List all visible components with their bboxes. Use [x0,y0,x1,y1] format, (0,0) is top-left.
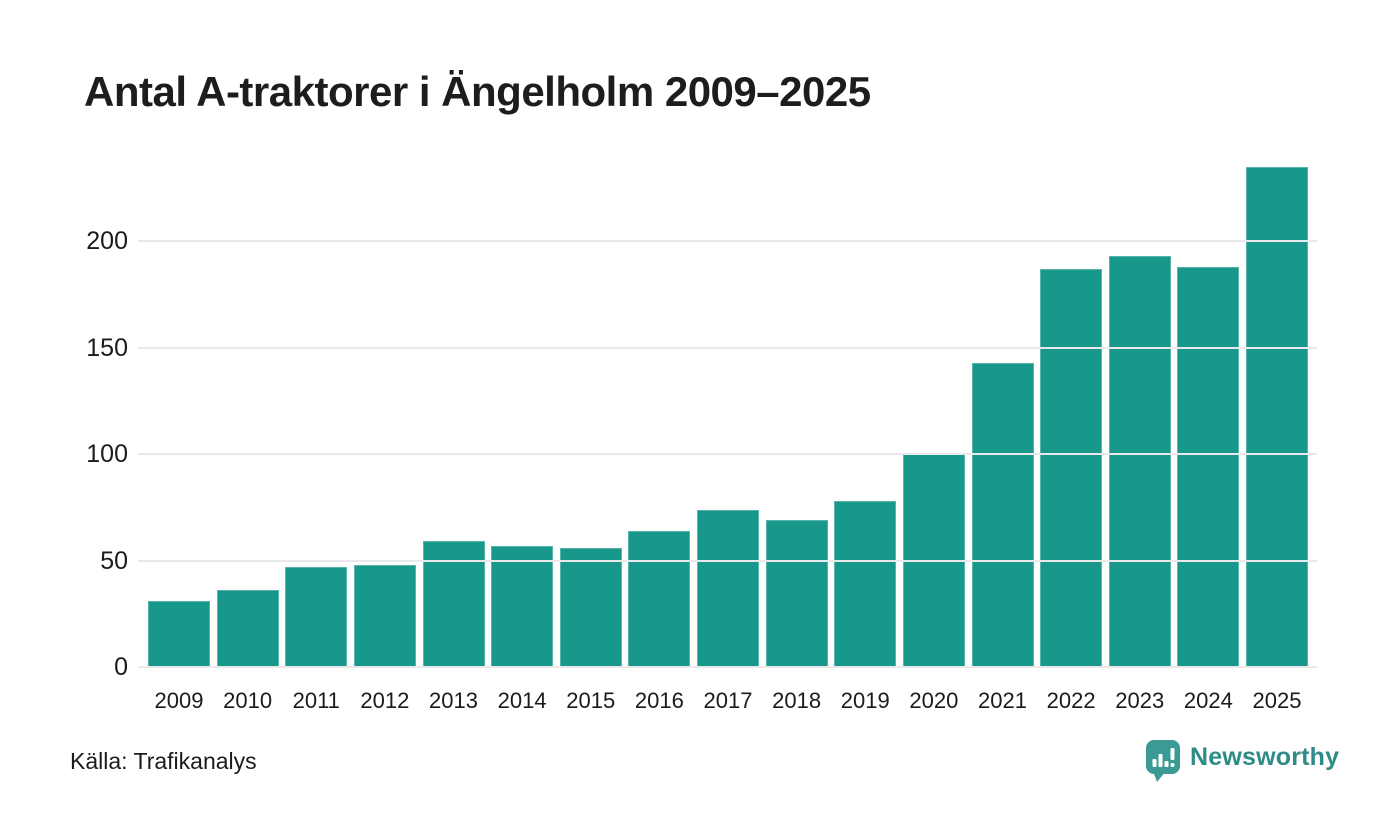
x-tick-label-2023: 2023 [1115,688,1165,713]
bar-2011 [285,567,348,667]
bar-column-2011: 2011 [285,150,348,712]
bar-column-2022: 2022 [1040,150,1103,712]
x-tick-label-2012: 2012 [360,688,410,713]
bar-column-2017: 2017 [697,150,759,712]
gridline-50 [138,559,1317,562]
bars-container: 2009 2010 2011 2012 2013 2014 2015 2016 2017 2018… [148,150,1308,712]
bar-2013 [422,541,485,667]
bar-2022 [1040,269,1103,667]
gridline-0 [138,666,1317,668]
y-tick-label-0: 0 [114,653,128,681]
x-tick-label-2010: 2010 [223,688,273,713]
bar-2014 [491,545,554,667]
bar-column-2015: 2015 [559,150,622,712]
bar-column-2023: 2023 [1108,150,1171,712]
bar-2023 [1108,256,1171,667]
plot-area: 2009 2010 2011 2012 2013 2014 2015 2016 2017 2018… [86,150,1317,712]
gridline-200 [138,240,1317,243]
x-tick-label-2021: 2021 [978,688,1027,713]
bar-column-2012: 2012 [353,150,416,712]
bar-2015 [559,547,622,667]
x-tick-label-2025: 2025 [1252,688,1302,713]
newsworthy-icon [1146,740,1180,783]
source-note: Källa: Trafikanalys [70,748,257,774]
bar-2010 [216,590,279,667]
bar-2025 [1246,167,1308,667]
bar-column-2016: 2016 [628,150,691,712]
bar-column-2013: 2013 [422,150,485,712]
bar-column-2021: 2021 [971,150,1034,712]
bar-column-2025: 2025 [1246,150,1308,712]
x-tick-label-2020: 2020 [909,688,959,713]
x-tick-label-2013: 2013 [429,688,478,713]
bar-2016 [628,530,691,667]
y-tick-label-50: 50 [100,546,128,575]
newsworthy-logo: Newsworthy [1146,740,1339,783]
x-tick-label-2009: 2009 [154,688,204,713]
bar-2024 [1177,267,1240,667]
x-tick-label-2015: 2015 [566,688,616,713]
x-tick-label-2016: 2016 [634,688,684,713]
x-tick-label-2018: 2018 [772,688,822,713]
y-tick-label-100: 100 [86,440,128,469]
x-tick-label-2019: 2019 [840,688,890,713]
gridline-150 [138,346,1317,349]
gridline-100 [138,453,1317,456]
chart-title: Antal A-traktorer i Ängelholm 2009–2025 [84,68,871,115]
bar-2017 [697,509,759,667]
bar-2018 [765,520,828,667]
bar-2019 [834,501,897,667]
bar-column-2024: 2024 [1177,150,1240,712]
x-tick-label-2017: 2017 [703,688,753,713]
bar-column-2020: 2020 [902,150,965,712]
bar-column-2014: 2014 [491,150,554,712]
bar-2009 [148,601,210,667]
bar-column-2010: 2010 [216,150,279,712]
bar-column-2009: 2009 [148,150,210,712]
bar-column-2019: 2019 [834,150,897,712]
x-tick-label-2022: 2022 [1046,688,1096,713]
y-tick-label-150: 150 [86,333,128,362]
bar-column-2018: 2018 [765,150,828,712]
x-tick-label-2011: 2011 [292,688,340,713]
x-tick-label-2024: 2024 [1183,688,1233,713]
bar-2021 [971,362,1034,667]
newsworthy-wordmark: Newsworthy [1190,743,1340,771]
bar-2012 [353,564,416,667]
y-tick-label-200: 200 [86,227,128,256]
x-tick-label-2014: 2014 [497,688,547,713]
